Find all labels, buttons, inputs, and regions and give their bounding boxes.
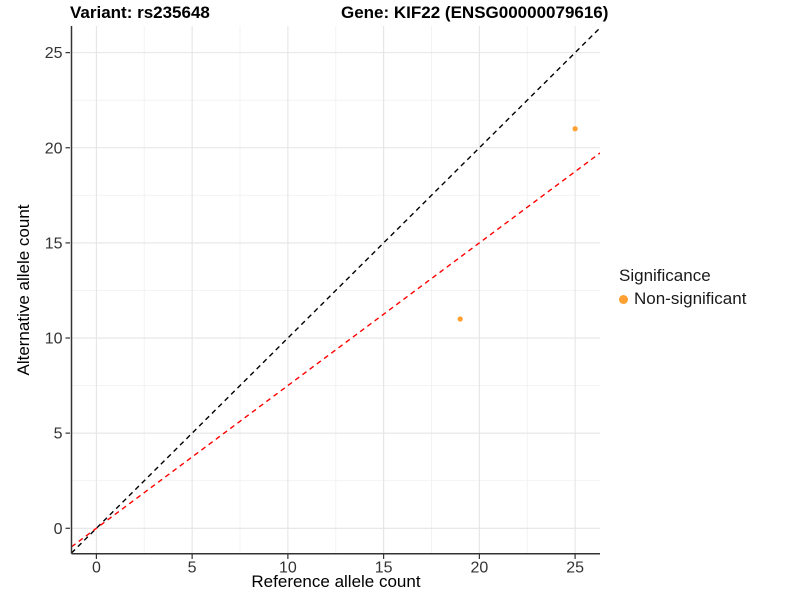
x-tick-label: 5	[188, 560, 197, 577]
legend-entry-label: Non-significant	[634, 289, 747, 308]
x-tick-label: 25	[566, 560, 584, 577]
y-tick-label: 5	[54, 426, 63, 443]
x-tick-label: 15	[375, 560, 393, 577]
y-tick-label: 15	[45, 235, 63, 252]
data-point	[572, 126, 578, 132]
allelic-ratio-line	[71, 152, 600, 548]
x-tick-label: 20	[470, 560, 488, 577]
x-axis-title: Reference allele count	[251, 572, 421, 591]
x-tick-label: 0	[92, 560, 101, 577]
legend: Significance Non-significant	[619, 266, 746, 309]
y-tick-label: 10	[45, 331, 63, 348]
y-tick-label: 20	[45, 140, 63, 157]
y-tick-label: 25	[45, 45, 63, 62]
variant-title: Variant: rs235648	[70, 3, 210, 22]
y-axis-title: Alternative allele count	[14, 204, 33, 376]
x-tick-label: 10	[279, 560, 297, 577]
legend-title: Significance	[619, 266, 711, 285]
gene-title: Gene: KIF22 (ENSG00000079616)	[341, 3, 609, 22]
legend-key-dot-icon	[619, 294, 628, 304]
y-tick-label: 0	[54, 521, 63, 538]
data-point	[457, 316, 463, 322]
legend-entries: Non-significant	[619, 289, 746, 309]
legend-entry: Non-significant	[619, 289, 746, 309]
identity-line	[71, 27, 600, 553]
